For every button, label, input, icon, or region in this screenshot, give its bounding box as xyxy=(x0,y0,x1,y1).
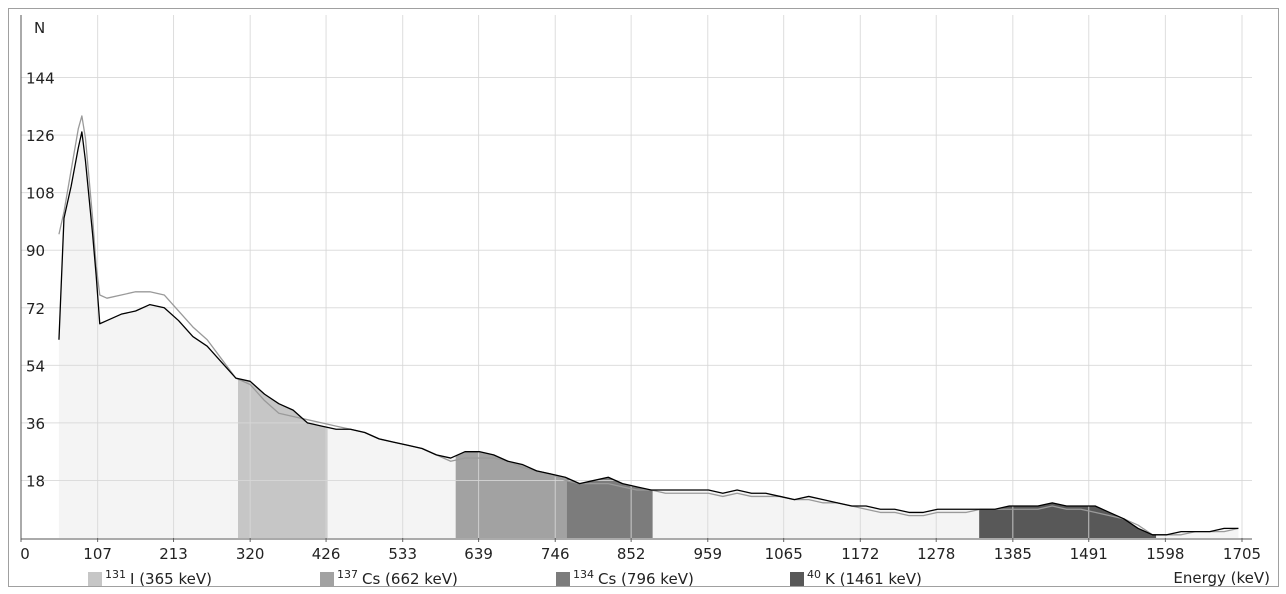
x-tick-label: 1172 xyxy=(841,545,879,563)
x-tick-label: 320 xyxy=(236,545,265,563)
x-tick-label: 746 xyxy=(541,545,570,563)
x-tick-label: 107 xyxy=(83,545,112,563)
spectrum-fill xyxy=(58,131,1239,538)
legend-mass: 40 xyxy=(807,568,821,581)
legend-text: K (1461 keV) xyxy=(825,570,922,588)
x-tick-label: 1065 xyxy=(765,545,803,563)
region-fill xyxy=(237,378,328,538)
legend-swatch xyxy=(556,572,570,586)
x-tick-label: 1705 xyxy=(1223,545,1261,563)
x-tick-label: 959 xyxy=(693,545,722,563)
x-tick-label: 1491 xyxy=(1070,545,1108,563)
legend-mass: 131 xyxy=(105,568,126,581)
legend-label: 137 Cs (662 keV) xyxy=(337,568,458,588)
x-tick-label: 639 xyxy=(464,545,493,563)
y-tick-label: 108 xyxy=(26,185,55,203)
x-tick-label: 1385 xyxy=(994,545,1032,563)
x-tick-label: 426 xyxy=(312,545,341,563)
region-fill xyxy=(979,502,1157,538)
x-tick-label: 533 xyxy=(388,545,417,563)
plot-area: 18 36 54 72 90 108 126 144 0 107 213 320 426 533 639 74… xyxy=(20,15,1261,563)
spectrum-line xyxy=(58,115,1239,536)
x-tick-label: 852 xyxy=(617,545,646,563)
legend-swatch xyxy=(88,572,102,586)
y-tick-label: 54 xyxy=(26,357,45,375)
legend-label: 131 I (365 keV) xyxy=(105,568,212,588)
legend-text: Cs (662 keV) xyxy=(362,570,458,588)
y-tick-label: 126 xyxy=(26,127,55,145)
x-tick-label: 1598 xyxy=(1146,545,1184,563)
spectrum-line xyxy=(58,131,1239,536)
y-tick-label: 90 xyxy=(26,242,45,260)
x-tick-label: 1278 xyxy=(917,545,955,563)
y-tick-label: 36 xyxy=(26,415,45,433)
x-axis-label: Energy (keV) xyxy=(1173,569,1270,587)
legend-mass: 134 xyxy=(573,568,594,581)
legend-text: I (365 keV) xyxy=(130,570,212,588)
legend-swatch xyxy=(320,572,334,586)
x-tick-label: 213 xyxy=(159,545,188,563)
y-tick-label: 18 xyxy=(26,472,45,490)
y-tick-label: 144 xyxy=(26,70,55,88)
legend-label: 40 K (1461 keV) xyxy=(807,568,922,588)
region-fill xyxy=(455,451,567,538)
y-tick-label: 72 xyxy=(26,300,45,318)
y-axis-label: N xyxy=(34,19,45,37)
legend-swatch xyxy=(790,572,804,586)
x-tick-label: 0 xyxy=(20,545,30,563)
legend-label: 134 Cs (796 keV) xyxy=(573,568,694,588)
legend-mass: 137 xyxy=(337,568,358,581)
legend-text: Cs (796 keV) xyxy=(598,570,694,588)
